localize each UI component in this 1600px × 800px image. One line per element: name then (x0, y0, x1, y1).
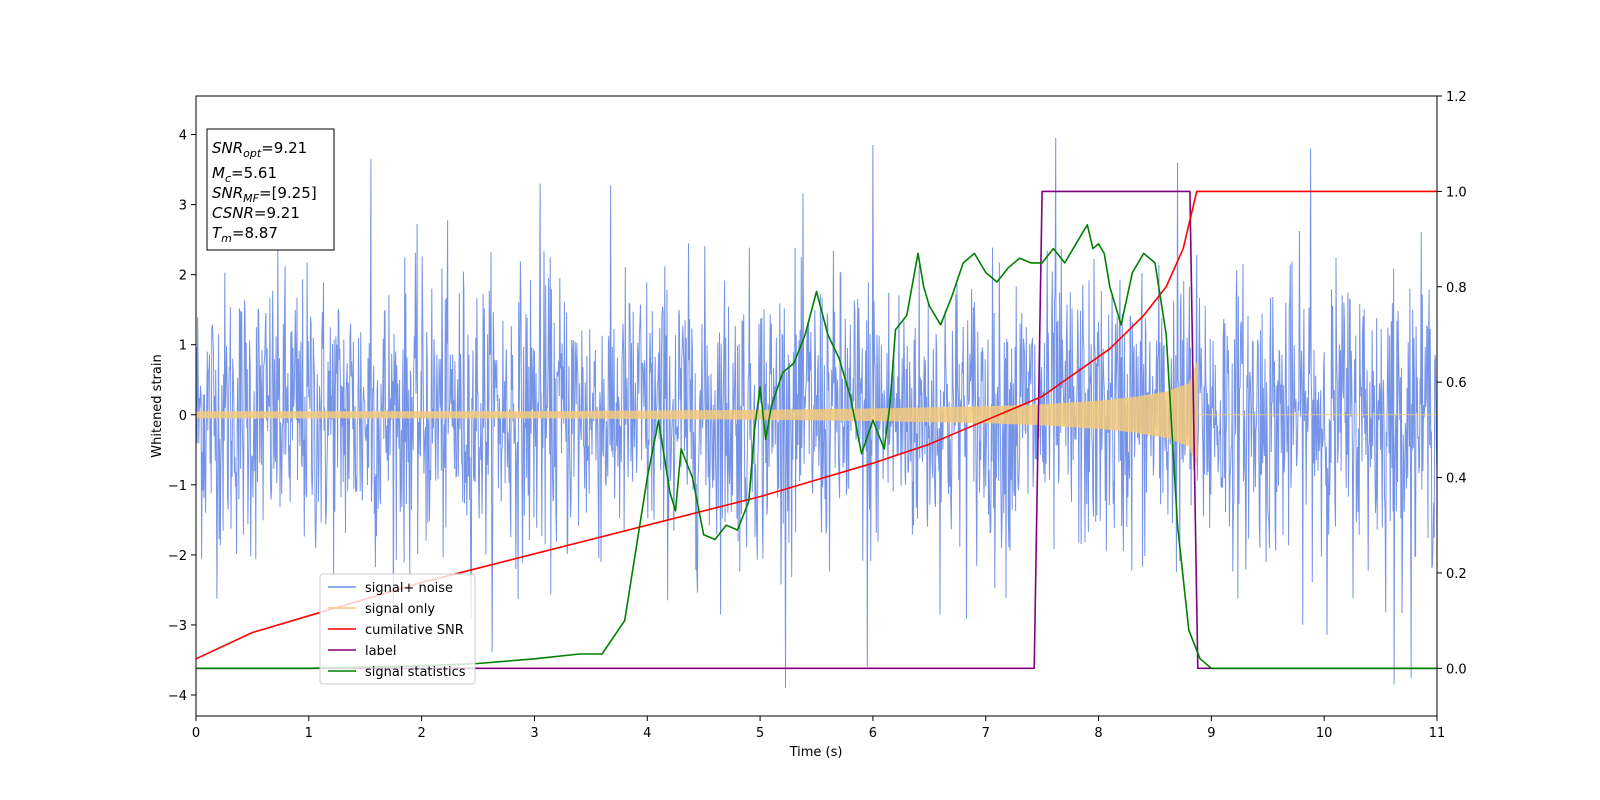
y-axis-label: Whitened strain (150, 354, 165, 457)
x-tick-label: 8 (1094, 726, 1102, 741)
legend-label-signal-only: signal only (365, 602, 435, 617)
y-left-tick-label: 4 (179, 129, 187, 144)
x-tick-label: 0 (192, 726, 200, 741)
legend-label-label: label (365, 644, 396, 659)
info-tm: Tm=8.87 (212, 224, 278, 245)
y-right-tick-label: 0.6 (1446, 376, 1467, 391)
series-signal-statistics (196, 224, 1437, 670)
series-signal-noise (195, 137, 1438, 689)
y-left-tick-label: 2 (179, 269, 187, 284)
x-tick-label: 4 (643, 726, 651, 741)
ticks-layer: 0 1 2 3 4 5 6 7 8 9 10 11 −4 −3 −2 −1 0 1 2 3 4 0.0 0.2 0.4 0.6 0… (168, 90, 1467, 741)
y-left-tick-label: −4 (168, 689, 187, 704)
series-signal-only (195, 362, 1437, 466)
info-mc: Mc=5.61 (212, 164, 277, 185)
y-left-tick-label: 3 (179, 199, 187, 214)
info-box: SNRopt=9.21 Mc=5.61 SNRMF=[9.25] CSNR=9.… (206, 128, 335, 251)
legend-label-signal-noise: signal+ noise (365, 581, 453, 596)
y-left-tick-label: 1 (179, 339, 187, 354)
x-tick-label: 9 (1207, 726, 1215, 741)
x-tick-label: 1 (305, 726, 313, 741)
y-right-tick-label: 0.8 (1446, 281, 1467, 296)
y-right-tick-label: 0.0 (1446, 662, 1467, 677)
plot-frame (195, 95, 1438, 717)
legend-label-signal-statistics: signal statistics (365, 665, 466, 680)
y-left-tick-label: −3 (168, 619, 187, 634)
y-left-tick-label: 0 (179, 409, 187, 424)
y-right-tick-label: 1.2 (1446, 90, 1467, 105)
x-tick-label: 3 (530, 726, 538, 741)
legend-label-cumulative-snr: cumilative SNR (365, 623, 464, 638)
x-tick-label: 2 (417, 726, 425, 741)
x-axis-label: Time (s) (789, 745, 843, 760)
info-snr-mf: SNRMF=[9.25] (212, 184, 317, 205)
y-right-tick-label: 1.0 (1446, 185, 1467, 200)
x-tick-label: 7 (982, 726, 990, 741)
y-right-tick-label: 0.4 (1446, 472, 1467, 487)
x-tick-label: 11 (1429, 726, 1446, 741)
y-right-tick-label: 0.2 (1446, 567, 1467, 582)
x-tick-label: 5 (756, 726, 764, 741)
y-left-tick-label: −1 (168, 479, 187, 494)
legend: signal+ noise signal only cumilative SNR… (319, 573, 476, 685)
x-tick-label: 6 (869, 726, 877, 741)
y-left-tick-label: −2 (168, 549, 187, 564)
x-tick-label: 10 (1316, 726, 1333, 741)
info-csnr: CSNR=9.21 (212, 204, 300, 222)
info-snr-opt: SNRopt=9.21 (212, 139, 307, 160)
